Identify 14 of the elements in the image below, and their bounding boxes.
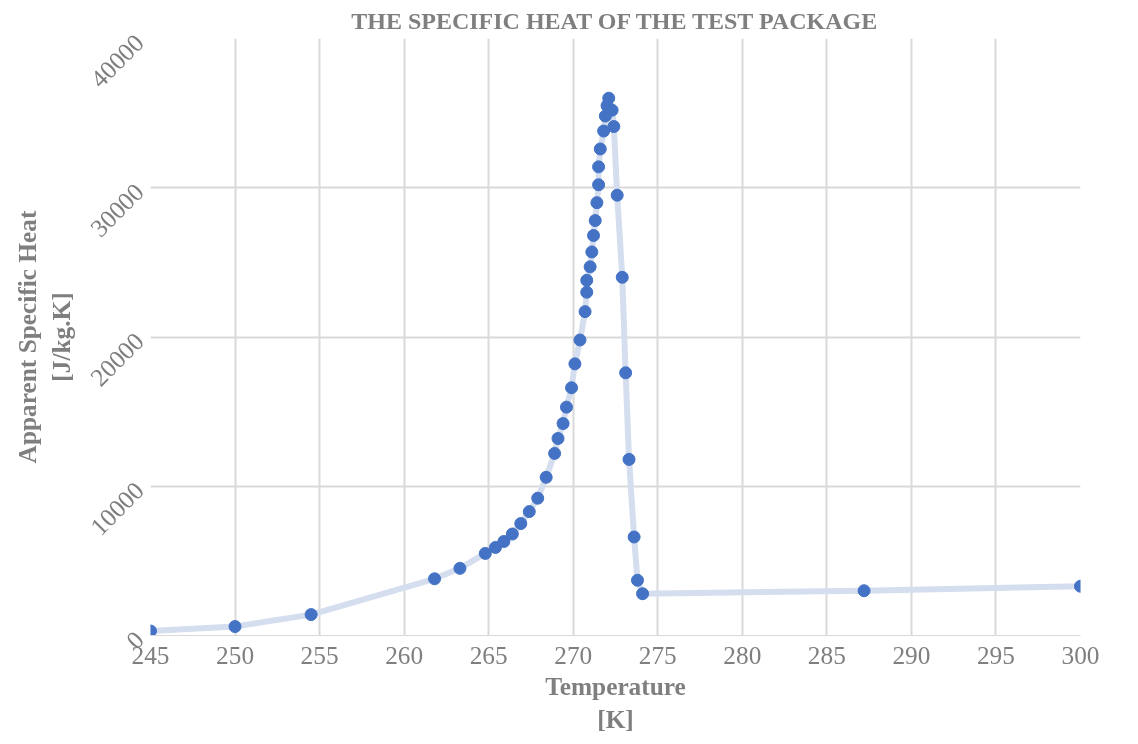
x-axis-title: Temperature [K]: [545, 671, 686, 734]
x-tick-label: 250: [216, 640, 255, 669]
chart-title: THE SPECIFIC HEAT OF THE TEST PACKAGE: [351, 7, 878, 34]
y-axis-title: Apparent Specific Heat [J/kg.K]: [13, 210, 75, 464]
x-tick-label: 270: [554, 640, 593, 669]
x-tick-label: 295: [976, 640, 1015, 669]
x-tick-label: 285: [807, 640, 846, 669]
x-tick-label: 300: [1061, 640, 1100, 669]
x-tick-label: 275: [638, 640, 677, 669]
x-tick-label: 290: [892, 640, 931, 669]
x-tick-label: 255: [300, 640, 339, 669]
x-tick-label: 265: [469, 640, 508, 669]
x-tick-label: 260: [385, 640, 424, 669]
x-tick-label: 280: [723, 640, 762, 669]
